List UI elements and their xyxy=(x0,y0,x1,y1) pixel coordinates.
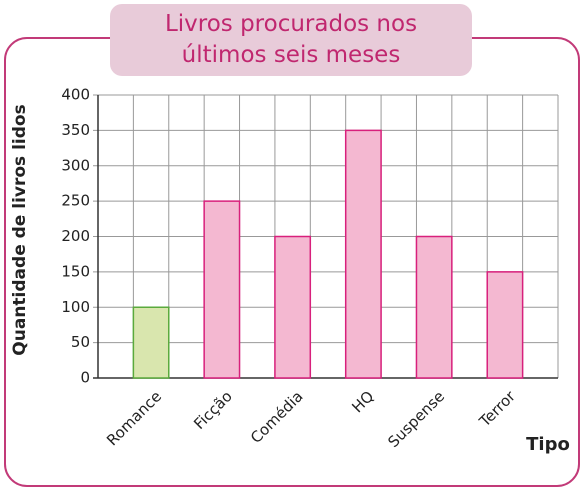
y-tick-label: 400 xyxy=(61,86,90,104)
bar xyxy=(203,200,241,379)
bar xyxy=(415,235,453,379)
x-tick-label: Ficção xyxy=(190,387,236,433)
y-axis-label: Quantidade de livros lidos xyxy=(10,104,30,355)
y-tick-label: 200 xyxy=(61,227,90,245)
x-tick-label: Comédia xyxy=(247,387,307,447)
y-tick-label: 300 xyxy=(61,156,90,174)
x-axis-label: Tipo xyxy=(526,434,570,455)
y-tick-label: 100 xyxy=(61,298,90,316)
bar xyxy=(274,235,312,379)
y-tick-label: 150 xyxy=(61,262,90,280)
x-tick-label: HQ xyxy=(348,387,377,416)
y-tick-label: 250 xyxy=(61,192,90,210)
y-tick-label: 50 xyxy=(71,333,90,351)
bar xyxy=(344,129,382,379)
x-tick-label: Terror xyxy=(475,387,519,431)
x-tick-label: Suspense xyxy=(384,387,448,451)
y-tick-label: 0 xyxy=(80,369,90,387)
chart-title: Livros procurados nos últimos seis meses xyxy=(110,4,472,76)
bar xyxy=(132,306,170,379)
y-tick-label: 350 xyxy=(61,121,90,139)
x-tick-label: Romance xyxy=(103,387,165,449)
bar xyxy=(486,271,524,379)
